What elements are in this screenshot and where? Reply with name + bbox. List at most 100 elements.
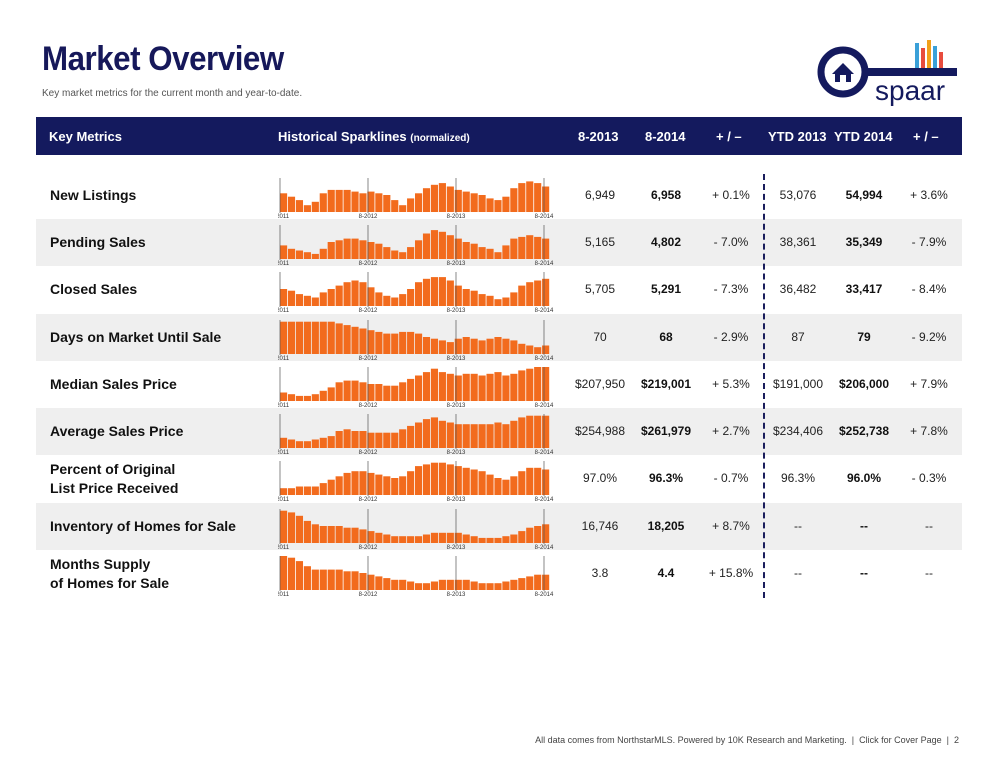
spark-bar xyxy=(399,331,407,354)
spark-bar xyxy=(367,287,375,306)
spark-bar xyxy=(470,424,478,448)
spark-bar xyxy=(399,579,407,590)
spark-bar xyxy=(295,441,304,448)
spark-bar xyxy=(470,338,478,354)
value-ytdchg: -- xyxy=(925,519,933,533)
spark-bar xyxy=(391,385,399,401)
spark-bar xyxy=(478,537,486,543)
spark-bar xyxy=(351,431,359,448)
spark-bar xyxy=(462,534,470,543)
spark-bar xyxy=(311,439,319,448)
value-v2013: 3.8 xyxy=(591,566,609,580)
spark-bar xyxy=(446,342,454,354)
spark-bar xyxy=(534,347,542,354)
spark-bar xyxy=(494,583,502,590)
spark-bar xyxy=(295,200,304,212)
value-ytd2013: -- xyxy=(794,566,802,580)
spark-bar xyxy=(383,295,391,306)
spark-bar xyxy=(407,471,415,495)
spark-bar xyxy=(280,245,288,259)
metric-label: Pending Sales xyxy=(50,234,146,250)
spark-bar xyxy=(343,527,351,543)
spark-bar xyxy=(422,337,431,354)
spark-bar xyxy=(542,278,550,306)
spark-bar xyxy=(367,574,375,590)
spark-bar xyxy=(415,240,423,259)
spark-bar xyxy=(303,520,311,543)
spark-bar xyxy=(399,382,407,401)
spark-bar xyxy=(295,561,304,590)
spark-bar xyxy=(422,188,431,212)
spark-bar xyxy=(526,527,534,543)
spark-bar xyxy=(311,524,319,543)
spark-bar xyxy=(526,368,534,401)
spark-bar xyxy=(407,581,415,590)
spark-bar xyxy=(430,417,439,448)
spark-bar xyxy=(303,205,311,212)
value-ytdchg: + 3.6% xyxy=(910,188,948,202)
spark-bar xyxy=(375,532,383,543)
spark-bar xyxy=(335,285,343,306)
spark-bar xyxy=(319,248,327,259)
spark-bar xyxy=(280,437,288,448)
spark-bar xyxy=(319,390,327,401)
metric-label: Closed Sales xyxy=(50,281,138,297)
spark-bar xyxy=(375,292,383,306)
table-row: Average Sales Price8-20118-20128-20138-2… xyxy=(36,408,962,455)
value-ytdchg: - 9.2% xyxy=(911,330,947,344)
spark-bar xyxy=(438,532,446,543)
spark-bar xyxy=(470,373,478,401)
cover-page-link[interactable]: Click for Cover Page xyxy=(859,735,942,745)
spark-bar xyxy=(486,373,494,401)
spark-axis-label: 8-2013 xyxy=(447,308,466,312)
value-v2013: 5,165 xyxy=(584,235,616,249)
spark-bar xyxy=(526,235,534,259)
spark-bar xyxy=(343,571,351,590)
sparkline: 8-2011 8-2012 8-2013 8-2014 xyxy=(278,272,554,312)
value-ytd2013: 96.3% xyxy=(780,471,816,485)
spark-bar xyxy=(438,183,446,212)
value-chg: - 0.7% xyxy=(713,471,749,485)
spark-bar xyxy=(327,526,335,543)
spark-axis-label: 8-2012 xyxy=(359,450,378,454)
spark-bar xyxy=(422,233,431,259)
spark-bar xyxy=(446,186,454,212)
spark-bar xyxy=(327,189,335,212)
value-chg: - 7.0% xyxy=(713,235,749,249)
value-v2014: 18,205 xyxy=(647,519,685,533)
sparkline: 8-2011 8-2012 8-2013 8-2014 xyxy=(278,509,554,549)
spark-bar xyxy=(311,486,319,495)
spark-bar xyxy=(319,526,327,543)
table-row: Inventory of Homes for Sale8-20118-20128… xyxy=(36,503,962,550)
spark-bar xyxy=(391,432,399,448)
spark-bar xyxy=(462,579,470,590)
spark-bar xyxy=(295,294,304,306)
spark-bar xyxy=(399,205,407,212)
spark-bar xyxy=(534,467,542,495)
spark-bar xyxy=(280,289,288,306)
sparkline: 8-2011 8-2012 8-2013 8-2014 xyxy=(278,367,554,407)
spark-bar xyxy=(470,193,478,212)
spark-axis-label: 8-2013 xyxy=(447,497,466,501)
spark-bar xyxy=(430,338,439,354)
spark-bar xyxy=(518,531,526,543)
spark-axis-label: 8-2012 xyxy=(359,261,378,265)
spark-bar xyxy=(287,394,296,401)
spark-bar xyxy=(295,486,304,495)
spark-bar xyxy=(391,297,399,306)
spark-bar xyxy=(399,294,407,306)
spark-axis-label: 8-2014 xyxy=(535,592,554,596)
spark-bar xyxy=(542,574,550,590)
spark-bar xyxy=(367,384,375,401)
spark-bar xyxy=(462,242,470,259)
spark-bar xyxy=(351,191,359,212)
spark-bar xyxy=(470,469,478,495)
spark-bar xyxy=(534,415,542,448)
value-ytd2014: 96.0% xyxy=(846,471,882,485)
spark-bar xyxy=(510,292,518,306)
spark-bar xyxy=(430,581,439,590)
spark-bar xyxy=(526,415,534,448)
spark-bar xyxy=(510,238,518,259)
spark-bar xyxy=(351,326,359,354)
spark-bar xyxy=(303,441,311,448)
